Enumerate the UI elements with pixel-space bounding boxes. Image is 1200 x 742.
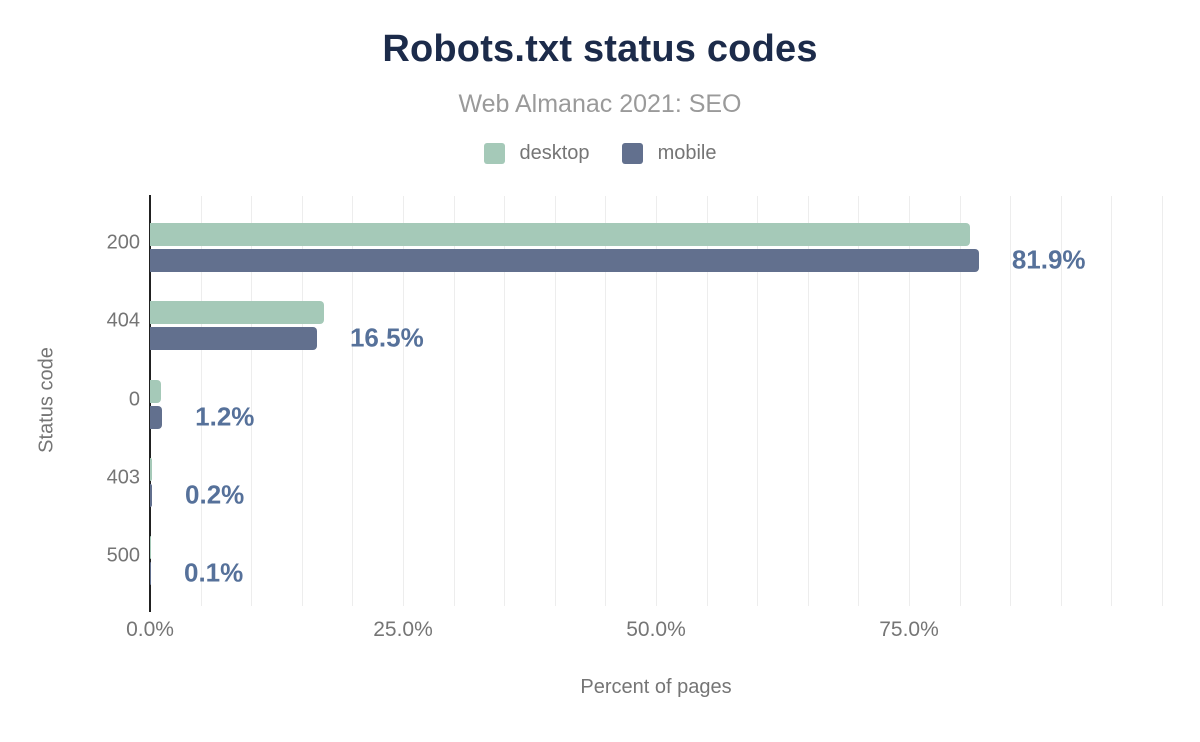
- bar-value-label: 81.9%: [1011, 244, 1086, 275]
- legend-item-mobile: mobile: [621, 142, 717, 165]
- gridline: [858, 196, 860, 606]
- y-tick-label: 404: [106, 309, 140, 332]
- gridline: [200, 196, 202, 606]
- legend: desktop mobile: [0, 142, 1200, 165]
- legend-label-mobile: mobile: [657, 142, 717, 164]
- legend-item-desktop: desktop: [483, 142, 590, 165]
- gridline: [605, 196, 607, 606]
- gridline: [1060, 196, 1062, 606]
- bar-desktop-404[interactable]: [150, 301, 325, 324]
- gridline: [403, 196, 404, 606]
- bar-mobile-404[interactable]: [150, 327, 317, 350]
- bar-mobile-500[interactable]: [150, 562, 151, 585]
- bar-group-403: 403 0.2%: [0, 458, 1200, 510]
- gridline: [706, 196, 708, 606]
- y-tick-label: 200: [106, 231, 140, 254]
- gridline: [909, 196, 910, 606]
- y-axis-title: Status code: [35, 347, 58, 453]
- x-axis-title: Percent of pages: [580, 676, 732, 698]
- bar-mobile-200[interactable]: [150, 249, 979, 272]
- gridline: [807, 196, 809, 606]
- gridline: [757, 196, 759, 606]
- bar-group-404: 404 16.5%: [0, 301, 1200, 353]
- bar-value-label: 0.2%: [185, 479, 245, 510]
- bar-mobile-403[interactable]: [150, 484, 153, 507]
- bar-value-label: 1.2%: [195, 401, 255, 432]
- bar-group-0: 0 1.2%: [0, 380, 1200, 432]
- bar-group-200: 200 81.9%: [0, 223, 1200, 275]
- y-axis-line: [149, 195, 151, 612]
- gridline: [1111, 196, 1113, 606]
- y-tick-label: 0: [128, 388, 140, 411]
- gridline: [251, 196, 253, 606]
- mobile-swatch-icon: [621, 143, 643, 164]
- gridline: [1010, 196, 1012, 606]
- chart-subtitle: Web Almanac 2021: SEO: [458, 90, 742, 118]
- desktop-swatch-icon: [483, 143, 505, 164]
- gridline: [301, 196, 303, 606]
- bar-desktop-200[interactable]: [150, 223, 970, 246]
- gridline: [554, 196, 556, 606]
- bar-mobile-0[interactable]: [150, 406, 163, 429]
- y-tick-label: 403: [106, 466, 140, 489]
- x-tick-label: 25.0%: [373, 618, 433, 641]
- x-tick-label: 50.0%: [626, 618, 686, 641]
- gridline: [1162, 196, 1163, 606]
- bar-desktop-403[interactable]: [150, 458, 153, 481]
- gridline: [959, 196, 961, 606]
- bar-group-500: 500 0.1%: [0, 536, 1200, 588]
- legend-label-desktop: desktop: [519, 142, 590, 164]
- x-tick-label: 75.0%: [879, 618, 939, 641]
- bar-value-label: 0.1%: [184, 557, 244, 588]
- gridline: [504, 196, 506, 606]
- bar-value-label: 16.5%: [349, 322, 424, 353]
- gridline: [656, 196, 657, 606]
- bar-desktop-500[interactable]: [150, 536, 151, 559]
- gridline: [453, 196, 455, 606]
- gridline: [352, 196, 354, 606]
- x-tick-label: 0.0%: [126, 618, 174, 641]
- y-tick-label: 500: [106, 544, 140, 567]
- bar-desktop-0[interactable]: [150, 380, 162, 403]
- chart-title: Robots.txt status codes: [382, 28, 818, 70]
